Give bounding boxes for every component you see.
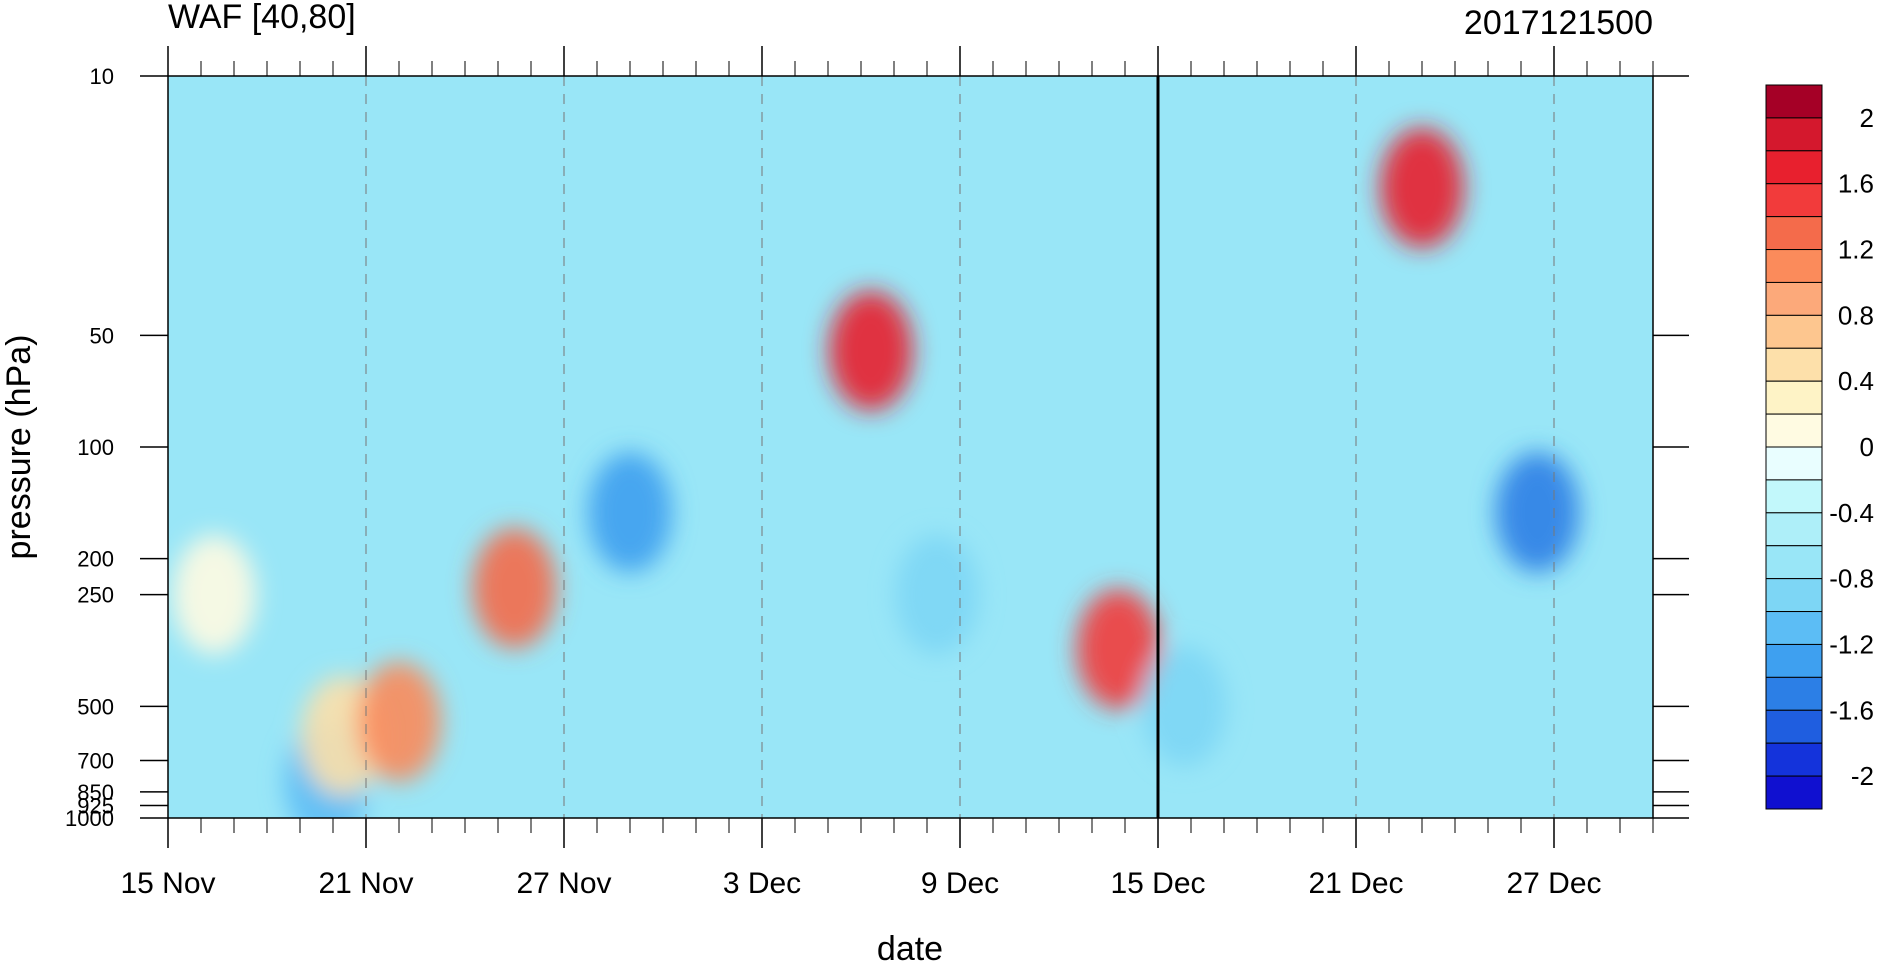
colorbar-label: 1.2: [1838, 235, 1874, 265]
colorbar-swatch: [1765, 545, 1823, 580]
colorbar-swatch: [1765, 84, 1823, 119]
colorbar-label: 0.4: [1838, 366, 1874, 396]
colorbar-swatch: [1765, 611, 1823, 645]
x-tick-label: 9 Dec: [921, 867, 999, 900]
colorbar-swatch: [1765, 380, 1823, 415]
x-tick-label: 21 Dec: [1308, 867, 1403, 900]
colorbar-swatch: [1765, 643, 1823, 678]
colorbar-swatch: [1765, 216, 1823, 251]
colorbar-label: -0.8: [1829, 564, 1874, 594]
y-tick-label: 250: [77, 583, 114, 608]
contour-feature-1: [172, 534, 257, 655]
colorbar-swatch: [1765, 281, 1823, 316]
colorbar-swatch: [1765, 314, 1823, 349]
x-axis-tick-labels: 15 Nov 21 Nov 27 Nov 3 Dec 9 Dec 15 Dec 21 Dec…: [120, 867, 1601, 900]
colorbar-swatch: [1765, 413, 1823, 448]
colorbar-swatch: [1765, 578, 1823, 613]
colorbar-swatch: [1765, 775, 1823, 810]
y-axis-ticks: [140, 75, 1689, 819]
contour-feature-8: [1076, 588, 1161, 709]
contour-feature-9: [1142, 646, 1227, 767]
colorbar-label: -0.4: [1829, 498, 1874, 528]
contour-fill-layer: [172, 127, 1580, 818]
y-axis-label: pressure (hPa): [0, 335, 38, 560]
plot-area: [168, 76, 1653, 818]
y-tick-label: 10: [90, 64, 114, 89]
contour-feature-4: [472, 528, 557, 649]
contour-feature-3: [357, 661, 441, 782]
colorbar-swatch: [1765, 479, 1823, 514]
y-tick-label: 500: [77, 694, 114, 719]
colorbar-swatch: [1765, 183, 1823, 218]
x-tick-label: 27 Dec: [1506, 867, 1601, 900]
y-tick-label: 850: [77, 780, 114, 805]
contour-feature-11: [1495, 452, 1580, 573]
colorbar-labels: 2 1.6 1.2 0.8 0.4 0 -0.4 -0.8 -1.2 -1.6 -2: [1829, 103, 1874, 791]
colorbar-label: 2: [1860, 103, 1874, 133]
colorbar-label: -1.6: [1829, 695, 1874, 725]
y-tick-label: 100: [77, 435, 114, 460]
y-tick-label: 50: [90, 323, 114, 348]
contour-feature-10: [1380, 127, 1464, 248]
y-tick-label: 700: [77, 749, 114, 774]
colorbar-swatch: [1765, 446, 1823, 481]
contour-feature-5: [588, 452, 672, 573]
chart-title-right: 2017121500: [1464, 4, 1653, 42]
x-tick-label: 15 Nov: [120, 867, 215, 900]
x-axis-ticks: [167, 46, 1654, 848]
colorbar-label: 0.8: [1838, 300, 1874, 330]
colorbar-label: -2: [1851, 761, 1874, 791]
x-tick-label: 15 Dec: [1110, 867, 1205, 900]
colorbar-label: 0: [1860, 432, 1874, 462]
contour-feature-7: [894, 534, 979, 655]
colorbar-swatch: [1765, 347, 1823, 382]
chart-title-left: WAF [40,80]: [168, 0, 356, 36]
colorbar-swatch: [1765, 676, 1823, 711]
colorbar: [1765, 84, 1823, 810]
y-tick-label: 200: [77, 547, 114, 572]
y-tick-label: 925: [77, 793, 114, 818]
colorbar-label: -1.2: [1829, 629, 1874, 659]
colorbar-swatch: [1765, 117, 1823, 152]
colorbar-label: 1.6: [1838, 169, 1874, 199]
colorbar-swatch: [1765, 249, 1823, 283]
contour-feature-6: [828, 290, 913, 411]
x-tick-label: 3 Dec: [723, 867, 801, 900]
x-tick-label: 21 Nov: [318, 867, 413, 900]
colorbar-swatch: [1765, 512, 1823, 547]
colorbar-swatch: [1765, 742, 1823, 777]
x-axis-label: date: [877, 930, 943, 961]
y-tick-label: 1000: [65, 806, 114, 831]
colorbar-swatch: [1765, 709, 1823, 744]
colorbar-swatch: [1765, 150, 1823, 185]
x-tick-label: 27 Nov: [516, 867, 611, 900]
